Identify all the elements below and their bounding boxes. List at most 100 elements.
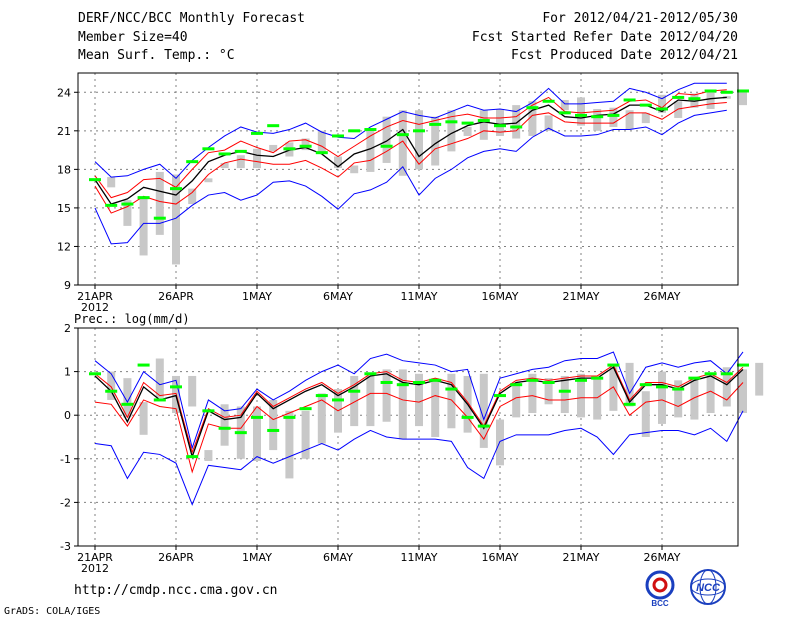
observed-marker bbox=[429, 122, 442, 126]
observed-marker bbox=[607, 363, 620, 367]
observed-marker bbox=[299, 407, 312, 411]
spread-box bbox=[512, 382, 521, 418]
observed-marker bbox=[672, 387, 685, 391]
member-size: Member Size=40 bbox=[78, 30, 188, 45]
spread-box bbox=[236, 155, 245, 169]
observed-marker bbox=[396, 133, 409, 137]
x-tick-label: 21MAY bbox=[563, 290, 600, 303]
x-tick-label: 1MAY bbox=[242, 290, 272, 303]
observed-marker bbox=[461, 415, 474, 419]
observed-marker bbox=[575, 378, 587, 382]
spread-box bbox=[155, 171, 164, 235]
spread-box bbox=[107, 177, 116, 188]
observed-marker bbox=[558, 111, 571, 115]
observed-marker bbox=[251, 131, 263, 135]
spread-box bbox=[690, 378, 699, 420]
observed-marker bbox=[558, 389, 571, 393]
observed-marker bbox=[477, 119, 490, 123]
spread-box bbox=[674, 101, 683, 118]
spread-box bbox=[755, 362, 764, 396]
spread-box bbox=[528, 373, 537, 414]
observed-marker bbox=[315, 151, 328, 155]
x-tick-label: 26APR bbox=[158, 290, 194, 303]
observed-marker bbox=[137, 196, 150, 200]
series-lower-line bbox=[94, 102, 727, 214]
spread-box bbox=[431, 378, 440, 437]
spread-box bbox=[334, 156, 342, 169]
observed-marker bbox=[153, 398, 166, 402]
spread-box bbox=[188, 375, 197, 407]
spread-box bbox=[123, 378, 132, 418]
x-tick-label: 6MAY bbox=[323, 290, 353, 303]
spread-box bbox=[204, 178, 213, 183]
series-min-line bbox=[94, 109, 727, 245]
x-tick-label: 1MAY bbox=[242, 551, 272, 564]
spread-box bbox=[366, 130, 375, 172]
y-tick-label: 12 bbox=[57, 240, 71, 253]
observed-marker bbox=[672, 95, 685, 99]
observed-marker bbox=[720, 90, 733, 94]
observed-marker bbox=[510, 125, 523, 129]
observed-marker bbox=[704, 89, 717, 93]
spread-box bbox=[722, 367, 731, 407]
observed-marker bbox=[186, 160, 199, 164]
observed-marker bbox=[89, 372, 101, 376]
observed-marker bbox=[315, 394, 328, 398]
observed-marker bbox=[494, 394, 506, 398]
agency-logos: BCC NCC bbox=[645, 569, 726, 608]
observed-marker bbox=[542, 99, 555, 103]
series-min-line bbox=[94, 410, 744, 506]
ncc-logo: NCC bbox=[690, 569, 726, 605]
series-upper-line bbox=[94, 89, 727, 199]
bcc-logo-text: BCC bbox=[651, 599, 669, 608]
observed-marker bbox=[607, 113, 620, 117]
x-tick-label: 21MAY bbox=[563, 551, 600, 564]
spread-box bbox=[447, 373, 456, 429]
series-max-line bbox=[94, 82, 727, 180]
plot-frame bbox=[77, 72, 739, 286]
spread-box bbox=[496, 108, 504, 136]
observed-marker bbox=[526, 106, 539, 110]
spread-box bbox=[220, 404, 229, 446]
spread-box bbox=[479, 110, 488, 140]
spread-box bbox=[609, 365, 618, 411]
spread-box bbox=[123, 200, 132, 226]
spread-box bbox=[415, 373, 423, 427]
y-tick-label: 0 bbox=[64, 409, 71, 422]
observed-marker bbox=[267, 428, 280, 432]
spread-box bbox=[253, 406, 261, 461]
observed-marker bbox=[542, 381, 555, 384]
observed-marker bbox=[186, 455, 199, 459]
spread-box bbox=[658, 371, 666, 424]
spread-box bbox=[204, 450, 213, 461]
plot-frame bbox=[77, 327, 739, 547]
observed-marker bbox=[737, 363, 749, 367]
y-tick-label: 24 bbox=[57, 86, 71, 99]
spread-box bbox=[188, 188, 197, 205]
observed-marker bbox=[89, 178, 101, 182]
observed-marker bbox=[477, 424, 490, 428]
observed-marker bbox=[526, 378, 539, 382]
source-url[interactable]: http://cmdp.ncc.cma.gov.cn bbox=[74, 583, 278, 598]
spread-box bbox=[301, 138, 310, 151]
spread-box bbox=[739, 369, 747, 414]
x-tick-label: 6MAY bbox=[323, 551, 353, 564]
observed-marker bbox=[575, 113, 587, 117]
observed-marker bbox=[461, 121, 474, 125]
observed-marker bbox=[332, 398, 344, 402]
y-tick-label: 21 bbox=[57, 125, 71, 138]
spread-box bbox=[641, 112, 650, 124]
spread-box bbox=[658, 94, 666, 113]
spread-box bbox=[674, 380, 683, 418]
spread-box bbox=[625, 110, 634, 130]
x-tick-year-label: 2012 bbox=[81, 562, 109, 575]
spread-box bbox=[301, 410, 310, 459]
observed-marker bbox=[445, 387, 458, 391]
observed-marker bbox=[413, 381, 425, 384]
spread-box bbox=[220, 162, 229, 169]
x-tick-year-label: 2012 bbox=[81, 301, 109, 314]
spread-box bbox=[415, 110, 423, 170]
series-mean-line bbox=[94, 96, 727, 205]
spread-box bbox=[544, 115, 553, 131]
